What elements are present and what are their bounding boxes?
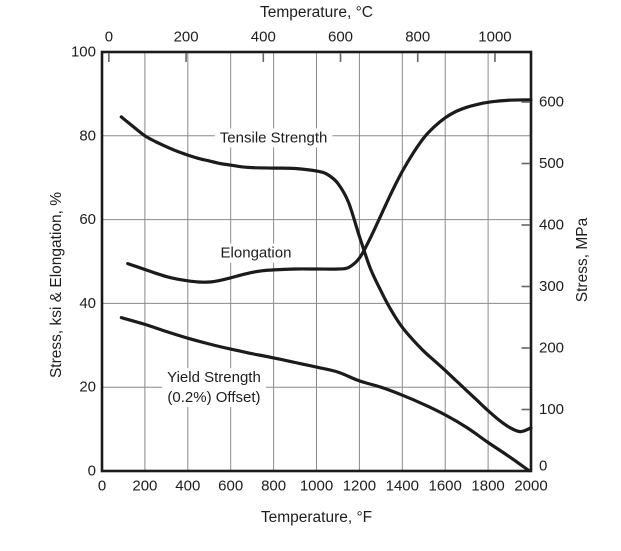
ksi-tick-label: 0 — [88, 463, 96, 480]
fahrenheit-tick-label: 1800 — [471, 478, 504, 495]
mpa-tick-label: 200 — [539, 340, 564, 357]
celsius-tick-label: 800 — [405, 29, 430, 46]
fahrenheit-tick-label: 0 — [98, 478, 106, 495]
tensile-strength-curve — [119, 115, 533, 434]
fahrenheit-tick-label: 1000 — [300, 478, 333, 495]
elongation-label-halo — [215, 243, 297, 263]
yield-strength-0-2-offset-label: (0.2%) Offset) — [167, 389, 260, 406]
fahrenheit-tick-label: 600 — [218, 478, 243, 495]
grid-layer — [102, 52, 531, 471]
elongation-label: Elongation — [221, 245, 292, 262]
fahrenheit-tick-label: 800 — [261, 478, 286, 495]
celsius-tick-label: 1000 — [478, 29, 511, 46]
right-axis-title: Stress, MPa — [574, 217, 591, 303]
ksi-tick-label: 20 — [79, 379, 96, 396]
tensile-strength-label-halo — [214, 128, 333, 148]
fahrenheit-tick-label: 2000 — [514, 478, 547, 495]
fahrenheit-tick-label: 1200 — [343, 478, 376, 495]
frame-layer — [100, 50, 533, 473]
fahrenheit-tick-label: 1600 — [429, 478, 462, 495]
mpa-tick-label: 400 — [539, 217, 564, 234]
yield-strength-0-2-offset-label-halo — [162, 368, 266, 408]
ksi-tick-label: 60 — [79, 211, 96, 228]
ksi-tick-label: 80 — [79, 127, 96, 144]
yield-strength-0-2-offset-curve — [119, 316, 531, 473]
celsius-tick-label: 600 — [328, 29, 353, 46]
fahrenheit-tick-label: 200 — [132, 478, 157, 495]
mpa-tick-label: 100 — [539, 401, 564, 418]
yield-strength-0-2-offset-label: Yield Strength — [167, 369, 261, 386]
curves-layer — [119, 98, 533, 473]
fahrenheit-tick-label: 400 — [175, 478, 200, 495]
top-axis-title: Temperature, °C — [259, 4, 374, 21]
mpa-tick-label: 500 — [539, 155, 564, 172]
left-axis-title: Stress, ksi & Elongation, % — [48, 191, 65, 379]
bottom-axis-title: Temperature, °F — [260, 509, 373, 526]
labels-layer: Tensile Strength Elongation Yield Strength… — [167, 129, 327, 406]
celsius-tick-label: 0 — [105, 29, 113, 46]
tensile-strength-label: Tensile Strength — [220, 129, 328, 146]
mpa-tick-label: 300 — [539, 278, 564, 295]
elongation-curve — [126, 98, 533, 284]
plot-border — [100, 50, 533, 473]
celsius-tick-label: 400 — [251, 29, 276, 46]
ksi-tick-label: 40 — [79, 295, 96, 312]
celsius-tick-label: 200 — [174, 29, 199, 46]
fahrenheit-tick-label: 1400 — [386, 478, 419, 495]
ticks-layer — [108, 53, 530, 411]
mpa-tick-label: 0 — [539, 458, 547, 475]
mpa-tick-label: 600 — [539, 94, 564, 111]
label-halo-layer — [162, 128, 333, 408]
ksi-tick-label: 100 — [71, 44, 96, 61]
